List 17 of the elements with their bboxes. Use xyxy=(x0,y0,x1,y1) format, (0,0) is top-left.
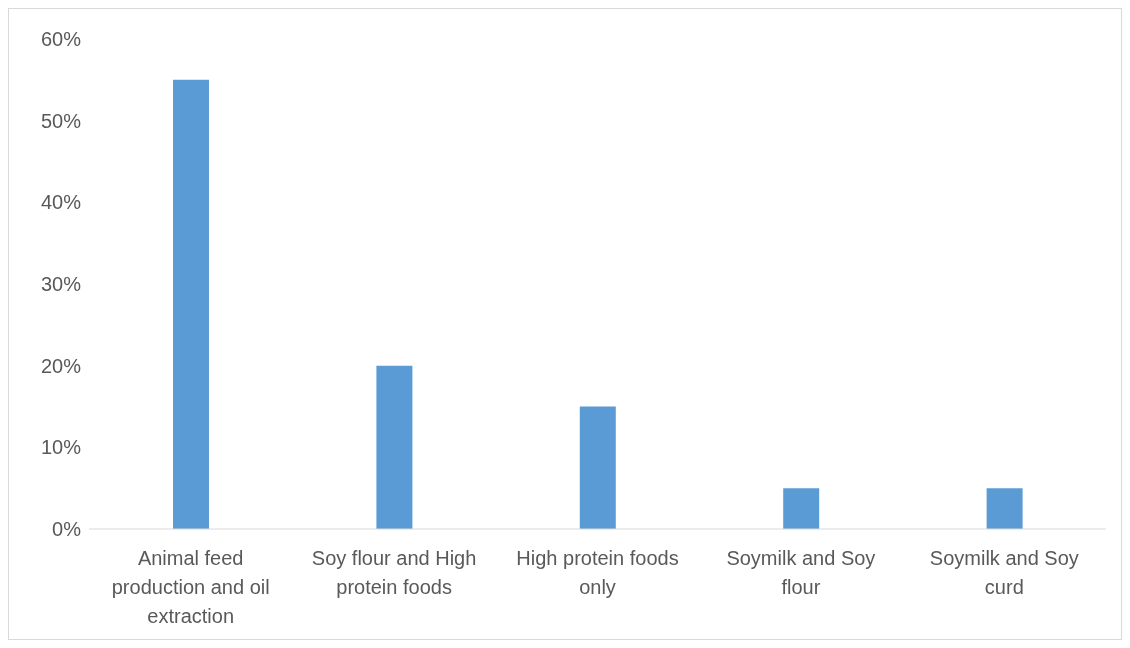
y-tick-label: 0% xyxy=(52,518,82,541)
y-tick-label: 40% xyxy=(40,191,82,214)
y-tick-label: 30% xyxy=(40,273,82,296)
x-tick-label: Animal feed production and oil extraction xyxy=(111,547,270,627)
bar xyxy=(986,488,1023,529)
y-tick-label: 20% xyxy=(40,354,82,377)
bar xyxy=(376,365,413,529)
x-tick-label: Soy flour and High protein foods xyxy=(311,547,477,598)
y-tick-label: 60% xyxy=(40,28,82,51)
bar xyxy=(579,406,616,529)
bar xyxy=(173,79,209,529)
bar xyxy=(783,488,820,529)
x-tick-label: Soymilk and Soy flour xyxy=(726,547,876,598)
y-tick-label: 50% xyxy=(40,109,82,132)
x-tick-label: Soymilk and Soy curd xyxy=(929,547,1079,598)
x-tick-label: High protein foods only xyxy=(516,547,679,598)
y-tick-label: 10% xyxy=(40,436,82,459)
